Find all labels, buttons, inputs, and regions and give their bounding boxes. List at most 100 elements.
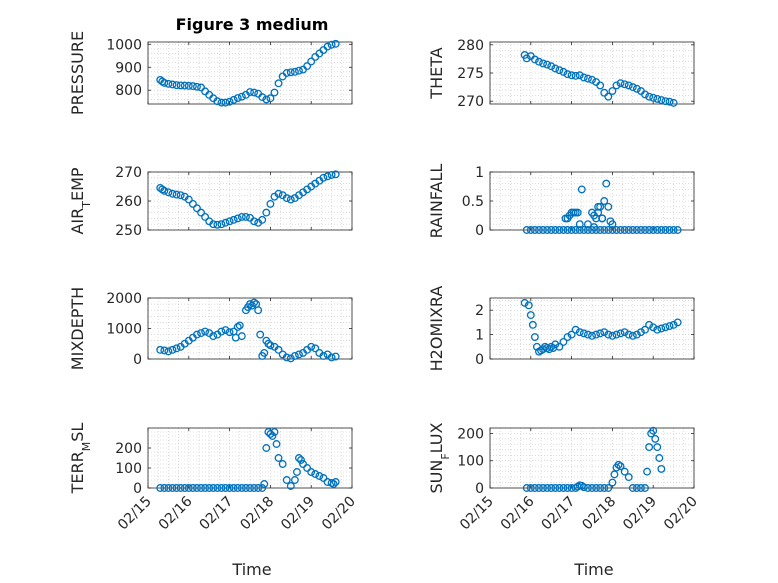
data-point <box>608 226 617 234</box>
data-point <box>160 186 169 195</box>
data-point <box>579 226 588 234</box>
data-point <box>641 325 649 334</box>
data-point <box>315 472 324 480</box>
data-point <box>258 215 267 224</box>
data-point <box>217 484 226 492</box>
data-point <box>555 226 564 234</box>
data-point <box>600 328 609 337</box>
data-point <box>571 71 580 80</box>
data-point <box>193 82 201 91</box>
data-point <box>632 226 641 234</box>
data-point <box>233 94 242 102</box>
data-point <box>205 484 214 492</box>
data-point <box>583 74 592 83</box>
data-point <box>524 301 533 310</box>
data-point <box>221 484 230 492</box>
data-point <box>535 226 543 234</box>
data-point <box>237 92 246 101</box>
data-point <box>172 344 181 353</box>
data-point <box>665 97 674 106</box>
data-point <box>286 195 295 204</box>
data-point <box>176 191 185 200</box>
data-point <box>254 306 263 315</box>
data-point <box>164 79 173 88</box>
y-tick-label: 0 <box>133 481 142 497</box>
data-point <box>628 226 637 234</box>
data-point <box>264 339 273 348</box>
data-point <box>229 215 238 224</box>
data-point <box>645 226 654 234</box>
y-tick-label: 1000 <box>106 322 142 338</box>
y-tick-label: 200 <box>457 426 484 442</box>
x-tick-label: 02/17 <box>539 494 579 534</box>
data-point <box>600 226 609 234</box>
data-point <box>274 79 283 88</box>
y-tick-label: 0 <box>475 481 484 497</box>
data-point <box>547 226 556 234</box>
data-point <box>160 78 169 87</box>
data-point <box>673 226 682 234</box>
y-tick-label: 1 <box>475 328 484 344</box>
data-point <box>632 330 641 339</box>
data-point <box>168 345 177 354</box>
data-point <box>608 87 617 95</box>
data-point <box>539 484 547 492</box>
data-point <box>237 484 246 492</box>
data-point <box>172 190 181 199</box>
axes-box <box>147 427 353 489</box>
data-point <box>543 484 552 492</box>
data-point <box>526 226 535 234</box>
data-point <box>616 79 625 88</box>
data-point <box>535 484 543 492</box>
data-point <box>246 88 254 97</box>
data-point <box>588 331 596 340</box>
data-point <box>579 329 588 338</box>
data-point <box>661 226 670 234</box>
data-point <box>653 325 662 334</box>
data-point <box>262 208 271 217</box>
data-point <box>217 220 226 229</box>
data-point <box>160 484 169 492</box>
data-point <box>258 484 267 492</box>
data-point <box>184 484 193 492</box>
data-point <box>274 345 283 354</box>
data-point <box>583 484 592 492</box>
data-point <box>573 208 582 217</box>
data-point <box>600 197 609 205</box>
data-point <box>323 42 332 51</box>
axes-box <box>147 41 353 105</box>
data-point <box>221 326 230 334</box>
x-tick-label: 02/18 <box>579 494 619 534</box>
data-point <box>270 428 279 436</box>
data-point <box>266 94 275 103</box>
data-point <box>329 480 338 488</box>
y-axis-label: THETA <box>427 47 446 99</box>
data-point <box>600 88 609 97</box>
data-point <box>567 226 576 234</box>
data-point <box>583 220 592 229</box>
data-point <box>297 456 305 464</box>
data-point <box>260 348 269 357</box>
data-point <box>624 226 633 234</box>
y-axis-label: AIRTEMP <box>68 167 93 234</box>
y-axis-label: SUNFLUX <box>427 422 452 493</box>
data-point <box>649 426 658 435</box>
data-point <box>643 467 652 476</box>
x-tick-label: 02/19 <box>278 494 318 534</box>
data-point <box>233 484 242 492</box>
y-tick-label: 2 <box>475 303 484 319</box>
data-point <box>160 346 169 355</box>
data-point <box>539 59 547 68</box>
y-tick-label: 800 <box>115 83 142 99</box>
subplot-h2omixra: 0 1 2 H2OMIXRA <box>427 286 695 371</box>
data-point <box>295 350 303 359</box>
data-point <box>547 62 556 71</box>
data-point <box>543 60 552 69</box>
data-point <box>172 81 181 90</box>
y-tick-label: 275 <box>457 66 484 82</box>
data-point <box>637 484 645 492</box>
data-point <box>290 476 299 484</box>
data-point <box>575 328 584 337</box>
data-point <box>229 484 238 492</box>
data-point <box>266 430 275 438</box>
